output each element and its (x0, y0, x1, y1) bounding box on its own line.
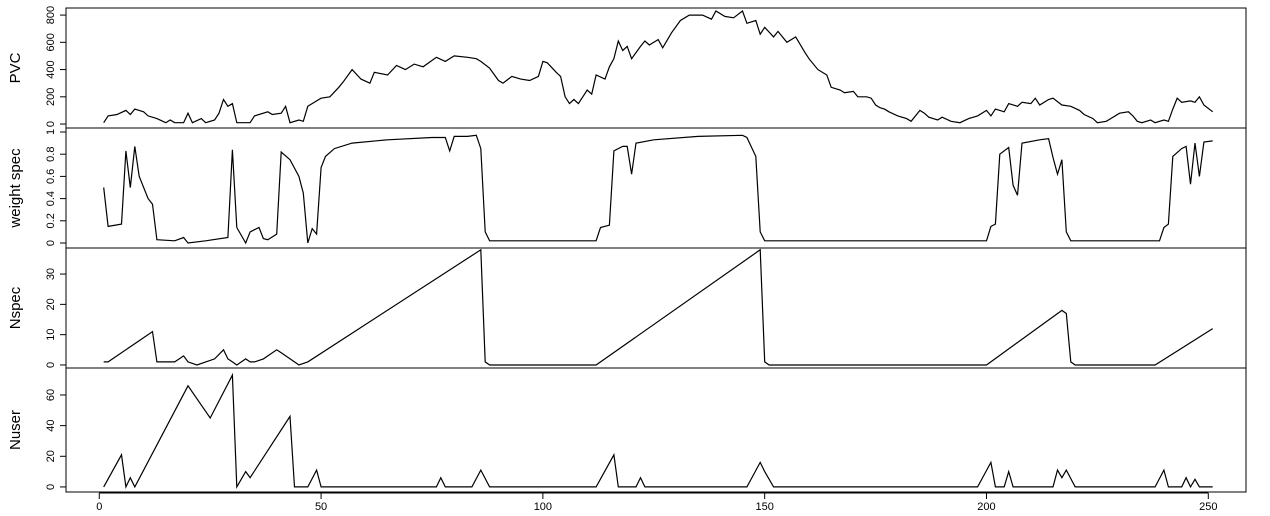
y-tick-label: 0.4 (45, 191, 57, 206)
y-tick-label: 10 (45, 329, 57, 341)
y-tick-label: 60 (45, 389, 57, 401)
x-tick-label: 100 (534, 501, 552, 513)
x-tick-label: 150 (756, 501, 774, 513)
series-line (103, 134, 1213, 245)
y-tick-label: 1 (45, 129, 57, 135)
x-tick-label: 200 (977, 501, 995, 513)
y-tick-label: 0 (45, 240, 57, 246)
y-tick-label: 0.8 (45, 147, 57, 162)
y-tick-label: 400 (45, 60, 57, 78)
y-axis-label: PVC (7, 52, 24, 83)
y-tick-label: 20 (45, 298, 57, 310)
x-tick-label: 250 (1199, 501, 1217, 513)
panel-frame (65, 127, 1247, 249)
panel-frame (65, 247, 1247, 369)
y-tick-label: 20 (45, 450, 57, 462)
y-tick-label: 0.2 (45, 213, 57, 228)
x-tick-label: 0 (96, 501, 102, 513)
series-line (103, 10, 1214, 124)
y-tick-label: 40 (45, 420, 57, 432)
y-axis-label: Nspec (7, 286, 24, 329)
y-axis-label: Nuser (7, 410, 24, 450)
y-tick-label: 0.6 (45, 169, 57, 184)
y-tick-label: 0 (45, 121, 57, 127)
y-tick-label: 200 (45, 88, 57, 106)
panel-frame (65, 367, 1247, 493)
y-tick-label: 0 (45, 362, 57, 368)
series-line (103, 248, 1214, 366)
series-line (103, 372, 1213, 489)
y-tick-label: 600 (45, 33, 57, 51)
x-tick-label: 50 (315, 501, 327, 513)
panel-frame (65, 7, 1247, 129)
y-axis-label: weight spec (7, 148, 24, 229)
y-tick-label: 0 (45, 484, 57, 490)
y-tick-label: 30 (45, 268, 57, 280)
y-tick-label: 800 (45, 6, 57, 24)
